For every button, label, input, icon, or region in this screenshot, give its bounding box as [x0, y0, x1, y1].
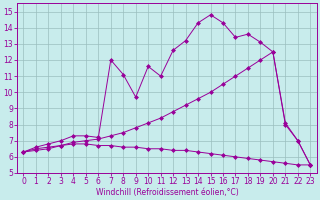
X-axis label: Windchill (Refroidissement éolien,°C): Windchill (Refroidissement éolien,°C)	[96, 188, 238, 197]
